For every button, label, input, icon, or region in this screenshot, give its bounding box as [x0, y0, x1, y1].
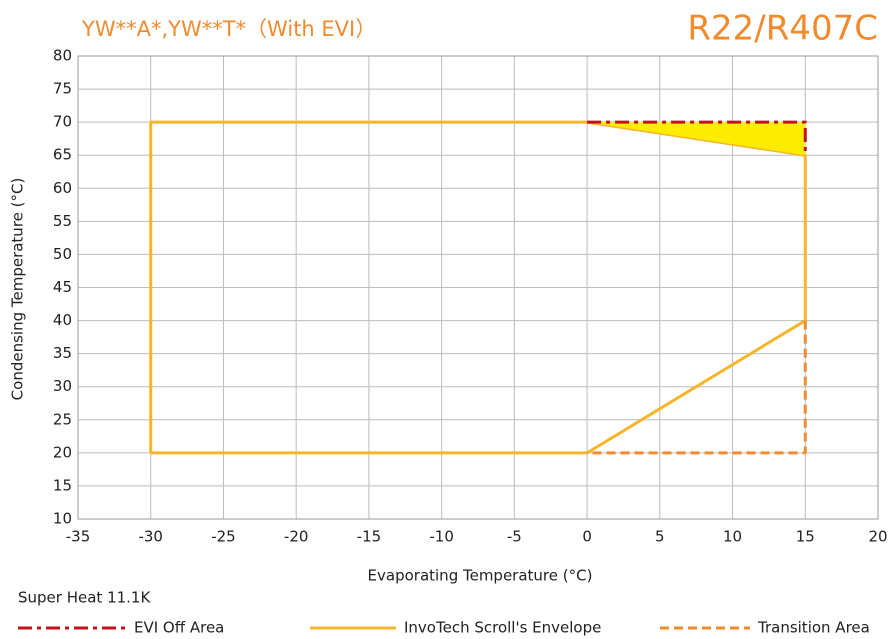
y-tick-label: 65	[53, 146, 72, 164]
y-tick-label: 75	[53, 80, 72, 98]
legend-label: EVI Off Area	[134, 619, 224, 637]
x-tick-label: 20	[868, 528, 887, 546]
y-tick-label: 50	[53, 245, 72, 263]
series-line	[587, 120, 807, 156]
legend-label: Transition Area	[757, 619, 870, 637]
y-tick-label: 15	[53, 476, 72, 494]
x-tick-label: -20	[284, 528, 309, 546]
x-tick-label: 10	[723, 528, 742, 546]
chart-title: YW**A*,YW**T*（With EVI）	[81, 17, 376, 41]
y-tick-label: 60	[53, 179, 72, 197]
y-tick-label: 55	[53, 212, 72, 230]
x-tick-label: -35	[66, 528, 91, 546]
chart-subtitle: R22/R407C	[687, 9, 878, 49]
x-tick-label: -15	[357, 528, 382, 546]
x-tick-label: 15	[796, 528, 815, 546]
note: Super Heat 11.1K	[18, 589, 151, 607]
y-axis-label: Condensing Temperature (°C)	[9, 178, 27, 401]
x-tick-label: -30	[138, 528, 163, 546]
series-line	[587, 320, 807, 455]
x-axis-label: Evaporating Temperature (°C)	[368, 567, 593, 585]
y-tick-label: 70	[53, 113, 72, 131]
x-tick-label: 5	[655, 528, 665, 546]
y-tick-label: 10	[53, 510, 72, 528]
y-tick-label: 20	[53, 443, 72, 461]
legend-label: InvoTech Scroll's Envelope	[404, 619, 601, 637]
area-fill	[587, 122, 806, 156]
x-tick-label: 0	[582, 528, 592, 546]
plot-border	[77, 55, 879, 520]
y-tick-label: 30	[53, 377, 72, 395]
y-tick-label: 25	[53, 410, 72, 428]
y-tick-label: 35	[53, 344, 72, 362]
y-tick-label: 80	[53, 47, 72, 65]
y-tick-label: 45	[53, 278, 72, 296]
x-tick-label: -10	[429, 528, 454, 546]
x-tick-label: -5	[507, 528, 522, 546]
x-tick-label: -25	[211, 528, 236, 546]
y-tick-label: 40	[53, 311, 72, 329]
